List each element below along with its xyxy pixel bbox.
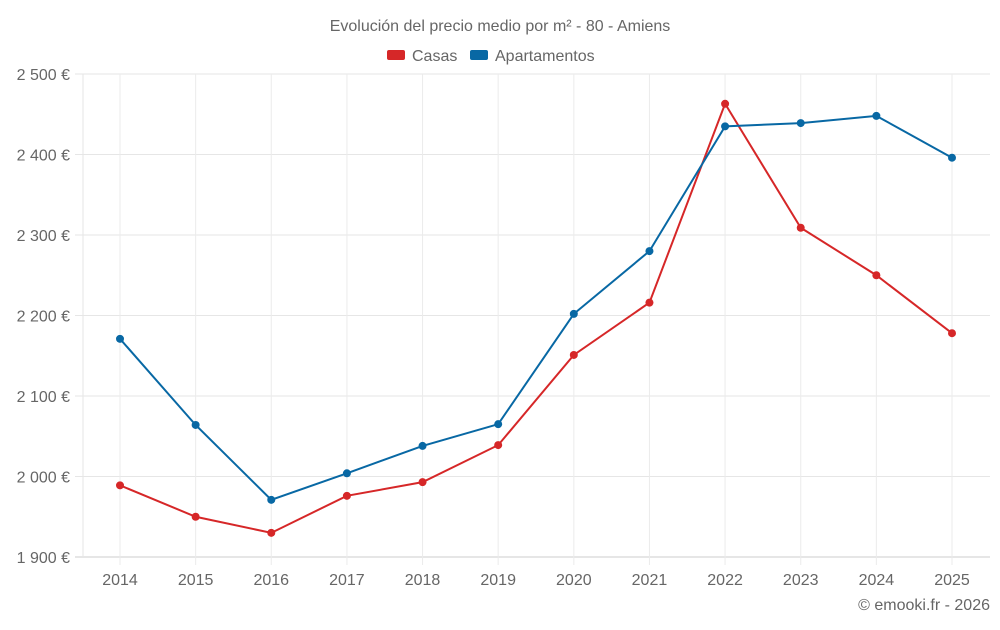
data-point-apartamentos: [342, 469, 351, 478]
data-point-casas: [342, 491, 351, 500]
legend: Casas Apartamentos: [387, 48, 595, 65]
data-point-casas: [645, 298, 654, 307]
grid: [75, 73, 990, 565]
y-tick-label: 1 900 €: [17, 550, 70, 567]
data-point-casas: [872, 271, 881, 280]
x-tick-label: 2016: [253, 572, 289, 589]
x-tick-label: 2020: [556, 572, 592, 589]
x-tick-label: 2022: [707, 572, 743, 589]
credit: © emooki.fr - 2026: [858, 597, 990, 614]
x-axis: 2014 2015 2016 2017 2018 2019 2020 2021 2022 2023…: [102, 572, 970, 589]
y-tick-label: 2 200 €: [17, 309, 70, 326]
data-point-casas: [721, 99, 730, 108]
x-tick-label: 2017: [329, 572, 365, 589]
y-tick-label: 2 300 €: [17, 228, 70, 245]
data-point-casas: [418, 478, 427, 487]
y-tick-label: 2 400 €: [17, 148, 70, 165]
chart-title: Evolución del precio medio por m² - 80 -…: [330, 18, 671, 35]
y-tick-label: 2 000 €: [17, 470, 70, 487]
data-point-apartamentos: [872, 111, 881, 120]
x-tick-label: 2025: [934, 572, 970, 589]
series-line-casas: [119, 101, 953, 534]
x-tick-label: 2019: [480, 572, 516, 589]
series-lines: [116, 99, 956, 537]
y-axis: 1 900 € 2 000 € 2 100 € 2 200 € 2 300 € 2 400…: [17, 67, 70, 567]
series-line-apartamentos: [119, 114, 953, 501]
data-point-apartamentos: [418, 441, 427, 450]
legend-label-apartamentos: Apartamentos: [495, 48, 595, 65]
data-point-casas: [796, 223, 805, 232]
data-point-apartamentos: [948, 153, 956, 162]
data-point-apartamentos: [569, 309, 578, 318]
data-point-apartamentos: [721, 122, 730, 131]
data-point-apartamentos: [796, 119, 805, 128]
data-point-casas: [948, 329, 956, 338]
x-tick-label: 2024: [859, 572, 895, 589]
data-point-apartamentos: [191, 420, 200, 429]
x-tick-label: 2014: [102, 572, 138, 589]
data-point-casas: [116, 481, 124, 490]
x-tick-label: 2021: [632, 572, 668, 589]
x-tick-label: 2018: [405, 572, 441, 589]
data-point-casas: [267, 528, 276, 537]
x-tick-label: 2015: [178, 572, 214, 589]
data-point-apartamentos: [116, 334, 124, 343]
legend-swatch-apartamentos: [470, 50, 488, 60]
data-point-apartamentos: [267, 495, 276, 504]
y-tick-label: 2 100 €: [17, 389, 70, 406]
data-point-apartamentos: [645, 247, 654, 256]
data-point-apartamentos: [494, 420, 503, 429]
data-point-casas: [494, 441, 503, 450]
x-tick-label: 2023: [783, 572, 819, 589]
y-tick-label: 2 500 €: [17, 67, 70, 84]
data-point-casas: [569, 350, 578, 359]
data-point-casas: [191, 512, 200, 521]
legend-label-casas: Casas: [412, 48, 457, 65]
legend-swatch-casas: [387, 50, 405, 60]
